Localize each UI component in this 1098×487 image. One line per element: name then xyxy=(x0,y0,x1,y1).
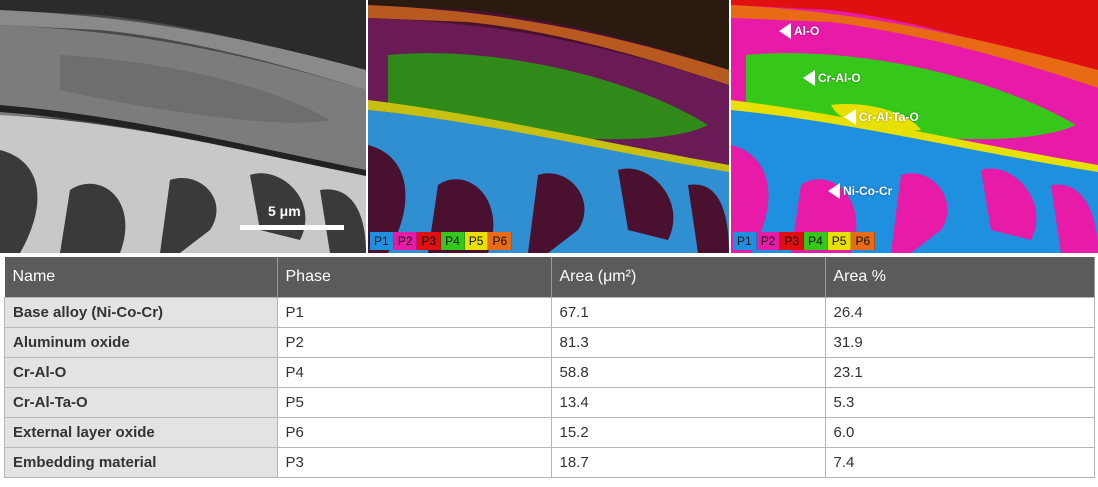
legend-p3: P3 xyxy=(417,232,442,250)
legend-p2: P2 xyxy=(393,232,418,250)
cell-area: 15.2 xyxy=(550,417,826,448)
phase-overlay-panel: P1 P2 P3 P4 P5 P6 xyxy=(368,0,729,253)
phase-map-panel: Al-O Cr-Al-O Cr-Al-Ta-O Ni-Co-Cr P1 P2 P… xyxy=(731,0,1098,253)
cell-phase: P4 xyxy=(276,357,552,388)
table-row: Embedding material P3 18.7 7.4 xyxy=(4,447,1095,478)
legend-p1: P1 xyxy=(733,232,757,250)
arrow-icon xyxy=(803,70,815,86)
legend-p3: P3 xyxy=(780,232,805,250)
cell-area-percent: 23.1 xyxy=(824,357,1095,388)
cell-area: 67.1 xyxy=(550,297,826,328)
sem-micrograph xyxy=(0,0,366,253)
header-phase: Phase xyxy=(277,257,552,298)
cell-name: Base alloy (Ni-Co-Cr) xyxy=(4,297,278,328)
cell-name: Embedding material xyxy=(4,447,278,478)
header-name: Name xyxy=(4,257,278,298)
legend-p1: P1 xyxy=(370,232,394,250)
table-row: Base alloy (Ni-Co-Cr) P1 67.1 26.4 xyxy=(4,297,1095,328)
arrow-icon xyxy=(844,109,856,125)
cell-name: Cr-Al-Ta-O xyxy=(4,387,278,418)
annotation-al-o-text: Al-O xyxy=(794,24,820,38)
cell-area-percent: 26.4 xyxy=(824,297,1095,328)
header-area-percent: Area % xyxy=(825,257,1095,298)
cell-area-percent: 6.0 xyxy=(824,417,1095,448)
cell-name: Aluminum oxide xyxy=(4,327,278,358)
table-row: Cr-Al-Ta-O P5 13.4 5.3 xyxy=(4,387,1095,418)
cell-area: 13.4 xyxy=(550,387,826,418)
table-row: External layer oxide P6 15.2 6.0 xyxy=(4,417,1095,448)
arrow-icon xyxy=(779,23,791,39)
cell-phase: P3 xyxy=(276,447,552,478)
legend-p4: P4 xyxy=(441,232,465,250)
annotation-cr-al-o-text: Cr-Al-O xyxy=(818,71,861,85)
phase-legend: P1 P2 P3 P4 P5 P6 xyxy=(370,232,513,250)
cell-name: Cr-Al-O xyxy=(4,357,278,388)
sem-image-panel: 5 μm xyxy=(0,0,366,253)
annotation-cr-al-o: Cr-Al-O xyxy=(803,70,861,86)
cell-area: 58.8 xyxy=(550,357,826,388)
cell-phase: P5 xyxy=(276,387,552,418)
legend-p5: P5 xyxy=(464,232,489,250)
cell-name: External layer oxide xyxy=(4,417,278,448)
table-header-row: Name Phase Area (μm²) Area % xyxy=(4,257,1095,298)
scale-bar-label: 5 μm xyxy=(268,203,301,219)
cell-area-percent: 5.3 xyxy=(824,387,1095,418)
cell-phase: P6 xyxy=(276,417,552,448)
cell-phase: P1 xyxy=(276,297,552,328)
cell-area-percent: 7.4 xyxy=(824,447,1095,478)
annotation-cr-al-ta-o-text: Cr-Al-Ta-O xyxy=(859,110,919,124)
legend-p6: P6 xyxy=(851,232,876,250)
scale-bar xyxy=(240,225,344,230)
annotation-al-o: Al-O xyxy=(779,23,819,39)
annotation-ni-co-cr-text: Ni-Co-Cr xyxy=(843,184,893,198)
table-row: Cr-Al-O P4 58.8 23.1 xyxy=(4,357,1095,388)
header-area: Area (μm²) xyxy=(551,257,826,298)
cell-area-percent: 31.9 xyxy=(824,327,1095,358)
phase-area-table: Name Phase Area (μm²) Area % Base alloy … xyxy=(4,257,1095,478)
legend-p5: P5 xyxy=(827,232,852,250)
phase-overlay-image xyxy=(368,0,729,253)
cell-area: 81.3 xyxy=(550,327,826,358)
cell-phase: P2 xyxy=(276,327,552,358)
arrow-icon xyxy=(828,183,840,199)
phase-map-legend: P1 P2 P3 P4 P5 P6 xyxy=(733,232,876,250)
cell-area: 18.7 xyxy=(550,447,826,478)
legend-p6: P6 xyxy=(488,232,513,250)
annotation-cr-al-ta-o: Cr-Al-Ta-O xyxy=(844,109,919,125)
legend-p2: P2 xyxy=(756,232,781,250)
table-row: Aluminum oxide P2 81.3 31.9 xyxy=(4,327,1095,358)
annotation-ni-co-cr: Ni-Co-Cr xyxy=(828,183,892,199)
legend-p4: P4 xyxy=(804,232,828,250)
